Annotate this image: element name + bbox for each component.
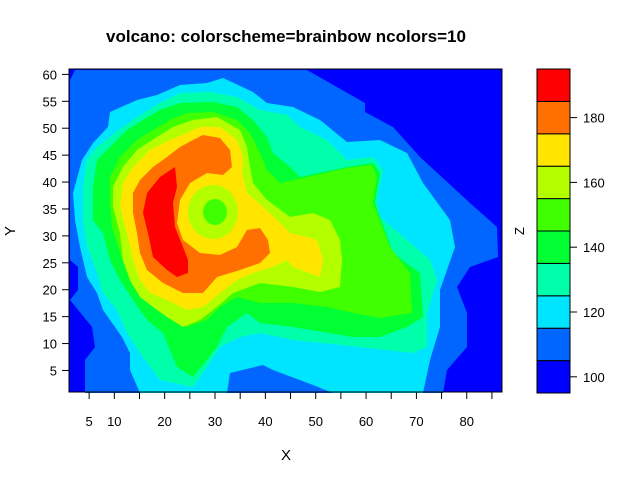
y-tick-label: 45 (43, 148, 57, 163)
y-tick-label: 10 (43, 337, 57, 352)
y-tick-label: 20 (43, 283, 57, 298)
x-tick-label: 30 (208, 414, 222, 429)
colorbar-swatch (536, 198, 571, 232)
x-tick-label: 20 (157, 414, 171, 429)
x-tick-label: 60 (359, 414, 373, 429)
colorbar-swatch (536, 133, 571, 167)
y-tick-label: 15 (43, 310, 57, 325)
colorbar-tick-label: 160 (583, 175, 605, 190)
y-axis-label: Y (2, 226, 19, 236)
contour-band-level-6 (203, 199, 227, 225)
colorbar-swatch (536, 165, 571, 200)
colorbar-tick-label: 100 (583, 370, 605, 385)
y-tick-label: 55 (43, 94, 57, 109)
z-axis-label: Z (512, 227, 527, 235)
colorbar-swatch (536, 262, 571, 297)
x-axis: 5 10 20 30 40 50 60 70 80 (86, 392, 493, 429)
x-axis-label: X (281, 447, 291, 464)
colorbar-tick-label: 140 (583, 240, 605, 255)
y-tick-label: 60 (43, 67, 57, 82)
x-tick-label: 5 (86, 414, 93, 429)
contour-band-level-10 (143, 167, 188, 277)
x-tick-label: 80 (460, 414, 474, 429)
chart-title: volcano: colorscheme=brainbow ncolors=10 (106, 27, 466, 46)
plot-area (68, 68, 503, 393)
colorbar-swatch (536, 68, 571, 102)
colorbar-swatch (536, 327, 571, 362)
colorbar-swatch (536, 230, 571, 264)
colorbar-swatch (536, 100, 571, 135)
y-tick-label: 50 (43, 121, 57, 136)
colorbar-swatch (536, 360, 571, 394)
x-tick-label: 10 (107, 414, 121, 429)
plot-frame (68, 68, 503, 393)
y-tick-label: 35 (43, 202, 57, 217)
x-tick-label: 70 (409, 414, 423, 429)
x-tick-label: 40 (258, 414, 272, 429)
y-tick-label: 5 (50, 363, 57, 378)
colorbar: 100 120 140 160 180 (536, 68, 605, 394)
colorbar-swatch (536, 295, 571, 329)
y-tick-label: 30 (43, 229, 57, 244)
x-tick-label: 50 (308, 414, 322, 429)
colorbar-tick-label: 120 (583, 305, 605, 320)
y-axis: 5 10 15 20 25 30 35 40 45 50 55 60 (43, 67, 69, 378)
y-tick-label: 40 (43, 175, 57, 190)
y-tick-label: 25 (43, 256, 57, 271)
colorbar-tick-label: 180 (583, 111, 605, 126)
